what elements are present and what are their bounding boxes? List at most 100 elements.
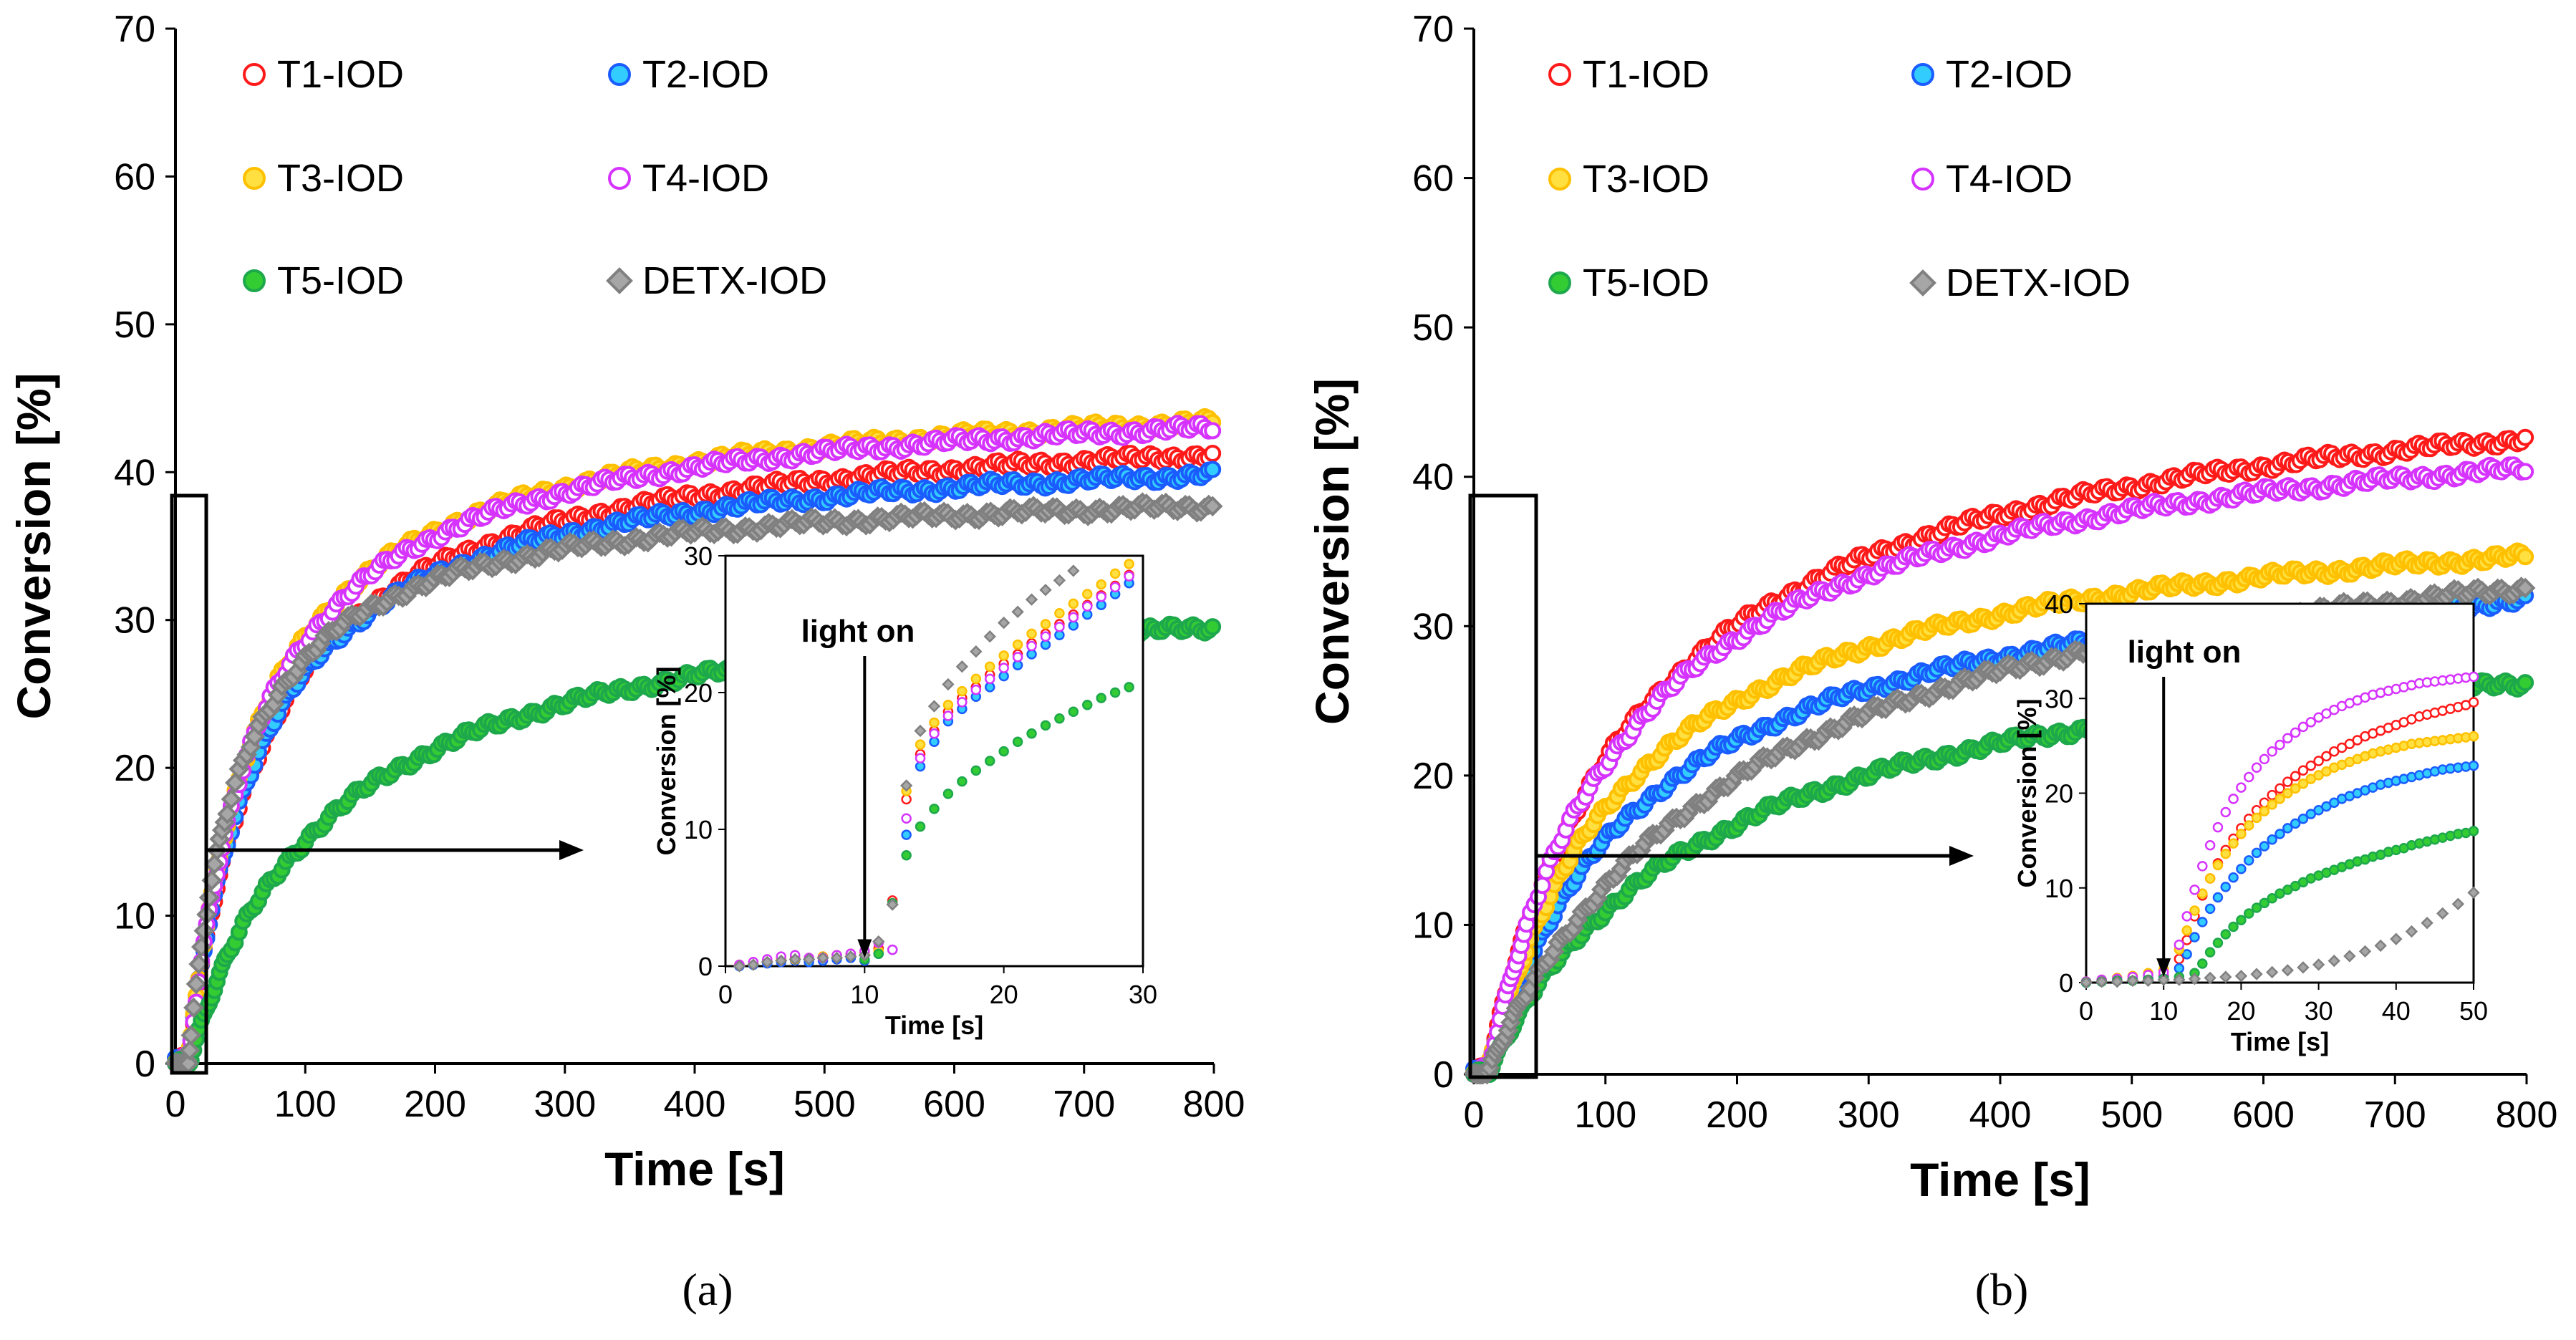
x-tick-label: 800 (1183, 1084, 1245, 1125)
inset-data-point (2204, 971, 2216, 985)
data-point (183, 997, 204, 1018)
inset-data-point (942, 699, 954, 710)
inset-data-point (997, 616, 1010, 630)
inset-data-point (2197, 917, 2208, 927)
inset-data-point (1040, 619, 1051, 630)
inset-data-point (2267, 834, 2277, 845)
inset-data-point (955, 660, 969, 673)
inset-data-point (2126, 974, 2139, 988)
inset-data-point (2220, 806, 2232, 818)
inset-x-tick-label: 0 (2079, 996, 2093, 1026)
inset-data-point (1054, 622, 1065, 632)
inset-data-point (1040, 720, 1051, 731)
inset-data-point (2305, 760, 2317, 771)
inset-data-point (970, 765, 982, 776)
inset-data-point (1054, 713, 1065, 724)
x-tick-label: 500 (793, 1084, 856, 1125)
legend-marker (608, 63, 631, 86)
series-detx-iod (1463, 577, 2536, 1085)
y-tick-label: 50 (114, 304, 155, 346)
legend-item-t3-iod: T3-IOD (1548, 158, 1709, 201)
inset-y-axis-title: Conversion [%] (652, 666, 681, 855)
zoom-arrow-head (559, 840, 584, 860)
legend-marker (1548, 63, 1571, 86)
inset-data-point (2243, 855, 2254, 866)
inset-data-point (2212, 892, 2224, 903)
x-tick-label: 300 (1838, 1094, 1900, 1136)
inset-data-point (2212, 937, 2224, 948)
inset-data-point (957, 685, 968, 697)
inset-y-tick-label: 0 (2059, 968, 2073, 998)
data-point (2517, 463, 2534, 481)
inset-data-point (1039, 584, 1052, 597)
data-point (2517, 548, 2534, 566)
inset-data-point (2290, 771, 2301, 781)
inset-data-point (2421, 917, 2433, 930)
x-tick-label: 100 (1574, 1094, 1636, 1136)
inset-x-tick-label: 40 (2382, 996, 2411, 1026)
inset-data-point (2189, 905, 2200, 916)
data-point (221, 789, 242, 810)
data-point (2517, 428, 2534, 446)
y-tick-label: 60 (1412, 158, 1454, 200)
inset-data-point (2259, 897, 2270, 909)
legend-marker (243, 167, 266, 190)
legend-item-t1-iod: T1-IOD (243, 53, 404, 96)
inset-data-point (2274, 739, 2285, 751)
light-on-arrow-head (2156, 958, 2171, 978)
inset-data-point (2236, 829, 2247, 839)
inset-data-point (2282, 788, 2293, 799)
y-tick-label: 50 (1412, 307, 1454, 349)
inset-data-point (2251, 812, 2262, 824)
x-tick-label: 700 (1053, 1084, 1115, 1125)
inset-data-point (927, 700, 941, 713)
inset-data-point (2468, 697, 2479, 708)
inset-data-point (942, 789, 954, 799)
inset-series-t1-iod (2080, 697, 2479, 987)
inset-data-point (901, 794, 912, 805)
light-on-arrow-head (857, 939, 872, 958)
y-axis-title: Conversion [%] (1306, 378, 1359, 725)
legend: T1-IOD T2-IOD T3-IOD T4-IOD T5-IOD DETX-IOD (243, 53, 827, 302)
x-tick-label: 100 (274, 1084, 337, 1125)
legend-label: DETX-IOD (1946, 261, 2131, 304)
inset-data-point (844, 950, 857, 963)
inset-data-point (1026, 649, 1037, 660)
inset-data-point (970, 684, 982, 695)
inset-data-point (2220, 929, 2232, 940)
inset-data-point (2228, 794, 2239, 804)
inset-data-point (2274, 829, 2285, 839)
series-detx-iod (165, 492, 1223, 1074)
inset-data-point (2274, 783, 2285, 794)
inset-data-point (1124, 571, 1134, 582)
inset-data-point (1082, 699, 1093, 710)
inset-data-point (1012, 639, 1023, 650)
inset-chart: 0 10 20 30 0 10 20 30 Conversion [%] Time [s] ligh… (652, 541, 1157, 1040)
inset-data-point (1011, 605, 1024, 618)
inset-data-point (1082, 601, 1093, 612)
legend-label: T3-IOD (277, 157, 404, 200)
inset-x-tick-label: 10 (850, 980, 879, 1009)
inset-x-tick-label: 50 (2459, 996, 2488, 1026)
y-tick-label: 0 (135, 1043, 155, 1085)
inset-x-tick-label: 30 (2305, 996, 2333, 1026)
inset-data-point (1082, 589, 1093, 599)
inset-data-point (2297, 813, 2309, 824)
data-point (193, 920, 215, 941)
data-point (1204, 422, 1222, 440)
data-point (1204, 461, 1222, 478)
legend-item-t4-iod: T4-IOD (608, 157, 769, 200)
inset-data-point (816, 951, 829, 965)
light-on-annotation: light on (801, 614, 915, 649)
legend-marker (1548, 271, 1571, 294)
inset-data-point (1068, 620, 1079, 631)
data-point (179, 1040, 201, 1061)
y-tick-label: 40 (114, 452, 155, 493)
inset-data-point (1109, 582, 1121, 593)
inset-data-point (2157, 973, 2170, 986)
inset-data-point (1068, 706, 1079, 717)
inset-y-tick-label: 30 (684, 541, 713, 571)
y-tick-label: 70 (114, 9, 155, 50)
inset-data-point (1096, 599, 1106, 611)
inset-data-point (2467, 886, 2480, 900)
